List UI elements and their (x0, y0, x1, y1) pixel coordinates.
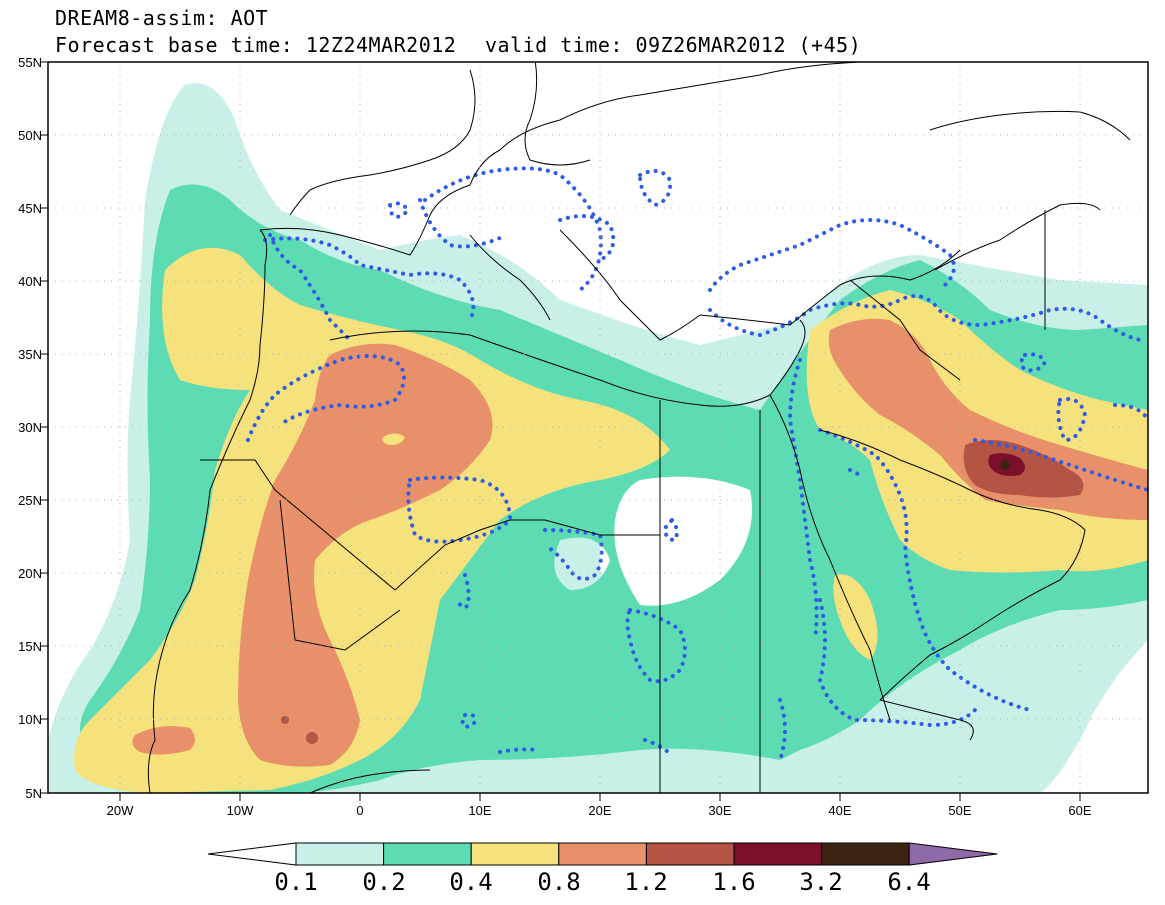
lat-label: 10N (18, 712, 42, 727)
coastlines (147, 62, 1131, 793)
lon-label: 50E (948, 803, 971, 818)
colorbar-segment (821, 842, 910, 866)
aot-band-3.2 (1000, 460, 1010, 470)
lon-label: 30E (708, 803, 731, 818)
dotted-contours (246, 166, 1148, 762)
valid-time: valid time: 09Z26MAR2012 (+45) (485, 33, 862, 57)
colorbar-label: 1.2 (624, 868, 668, 896)
lat-label: 20N (18, 566, 42, 581)
lat-label: 50N (18, 128, 42, 143)
lat-label: 35N (18, 347, 42, 362)
lat-label: 5N (25, 786, 42, 801)
colorbar-segment (295, 842, 385, 866)
colorbar-label: 1.6 (712, 868, 756, 896)
lon-label: 10E (468, 803, 491, 818)
latitude-labels: 55N 50N 45N 40N 35N 30N 25N 20N 15N 10N … (18, 55, 42, 801)
colorbar-right-arrow (908, 842, 998, 866)
map-title: DREAM8-assim: AOT (55, 6, 269, 30)
colorbar-segment (383, 842, 472, 866)
lon-label: 10W (227, 803, 254, 818)
longitude-labels: 20W 10W 0 10E 20E 30E 40E 50E 60E (107, 803, 1092, 818)
colorbar-label: 0.1 (274, 868, 318, 896)
colorbar-label: 6.4 (887, 868, 931, 896)
colorbar-segment (733, 842, 823, 866)
lon-label: 0 (356, 803, 363, 818)
lat-label: 25N (18, 493, 42, 508)
forecast-base-time: Forecast base time: 12Z24MAR2012 (55, 33, 457, 57)
lon-label: 60E (1068, 803, 1091, 818)
lat-label: 45N (18, 201, 42, 216)
lon-label: 40E (828, 803, 851, 818)
aot-fields (48, 62, 1148, 793)
colorbar-segment (645, 842, 735, 866)
colorbar-label: 0.2 (362, 868, 406, 896)
colorbar-left-arrow (207, 842, 297, 866)
lon-label: 20E (588, 803, 611, 818)
lat-label: 15N (18, 639, 42, 654)
aot-band-0.8 (132, 318, 1148, 767)
lat-label: 55N (18, 55, 42, 70)
lon-label: 20W (107, 803, 134, 818)
lat-label: 40N (18, 274, 42, 289)
tick-marks (40, 61, 1081, 801)
colorbar-label: 0.8 (537, 868, 581, 896)
graticule (48, 62, 1148, 793)
lat-label: 30N (18, 420, 42, 435)
colorbar-label: 3.2 (799, 868, 843, 896)
colorbar-segment (470, 842, 560, 866)
colorbar-segment (558, 842, 647, 866)
colorbar-label: 0.4 (449, 868, 493, 896)
colorbar (207, 842, 998, 866)
